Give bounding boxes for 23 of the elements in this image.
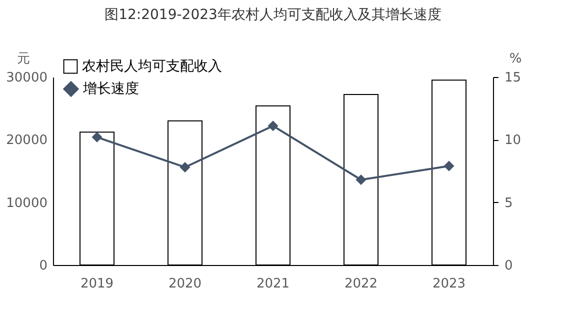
y-tick-label: 20000 [6,133,48,148]
y-axis-title: 元 [17,52,30,66]
y-tick-label: 0 [39,258,48,274]
point [180,162,190,172]
legend-label: 增长速度 [82,81,139,97]
y-tick-label: 30000 [6,70,48,86]
point [356,174,366,186]
y-tick-label: 10000 [6,196,48,211]
x-tick-label: 2022 [344,276,378,292]
x-tick-label: 2019 [80,276,114,292]
legend-label: 农村民人均可支配收入 [82,58,222,74]
chart-title: 图12:2019-2023年农村人均可支配收入及其增长速度 [104,7,442,23]
x-tick-label: 2020 [168,276,202,292]
x-tick-label: 2021 [256,276,290,292]
point [268,120,278,132]
y2-axis-title: % [509,52,522,66]
x-tick-label: 2023 [432,276,466,292]
y2-tick-label: 0 [504,258,513,274]
y2-tick-label: 5 [504,196,513,211]
y2-tick-label: 15 [504,70,522,86]
point [444,160,454,172]
y2-tick-label: 10 [504,133,522,148]
point [92,132,102,142]
